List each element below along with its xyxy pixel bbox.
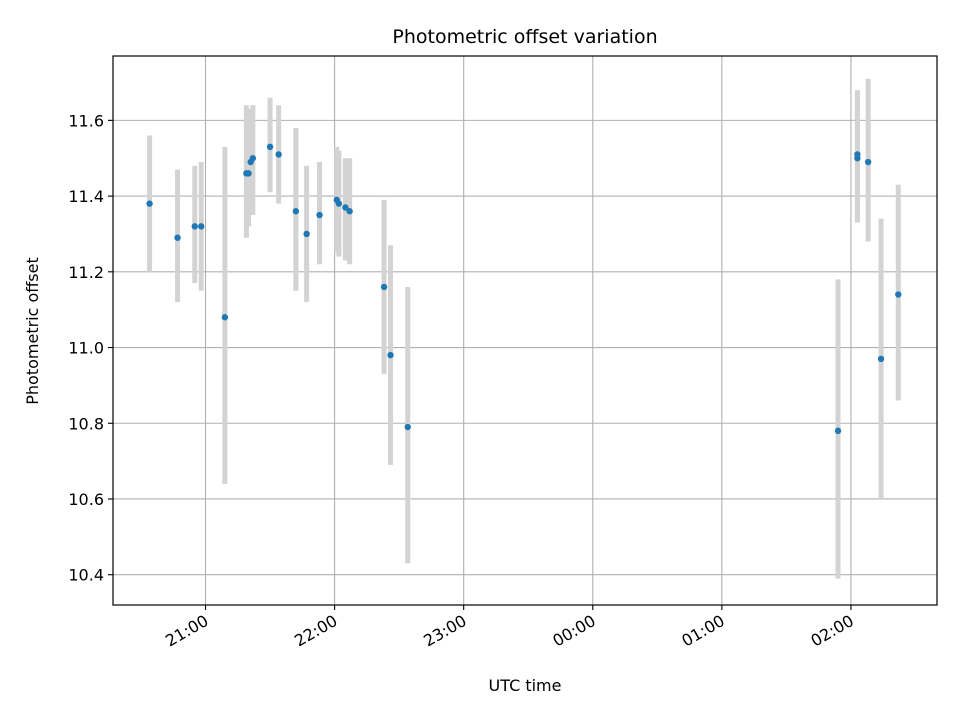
- data-point: [346, 208, 353, 215]
- data-point: [275, 151, 282, 158]
- x-axis-ticks: 21:00 22:00 23:00 00:00 01:00 02:00: [162, 605, 857, 651]
- x-axis-label: UTC time: [489, 676, 562, 695]
- data-point: [198, 223, 205, 230]
- data-point: [854, 151, 861, 158]
- data-point: [191, 223, 198, 230]
- y-tick-label: 11.0: [68, 339, 104, 358]
- data-point: [146, 200, 153, 207]
- chart-title: Photometric offset variation: [392, 26, 657, 48]
- data-point: [895, 291, 902, 298]
- plot-frame: [112, 55, 938, 606]
- y-axis-ticks: 10.4 10.6 10.8 11.0 11.2 11.4 11.6: [68, 111, 113, 585]
- y-tick-label: 10.6: [68, 490, 104, 509]
- y-axis-label: Photometric offset: [23, 257, 42, 405]
- y-tick-label: 11.6: [68, 111, 104, 130]
- data-point: [335, 200, 343, 207]
- y-tick-label: 10.4: [68, 566, 104, 585]
- data-point: [174, 234, 181, 241]
- data-point: [380, 283, 388, 291]
- data-point: [266, 143, 274, 151]
- data-point: [834, 427, 842, 435]
- data-point: [342, 204, 349, 211]
- data-point: [404, 423, 411, 431]
- data-point: [249, 155, 257, 162]
- data-point: [245, 170, 252, 177]
- data-point: [877, 355, 885, 363]
- data-point: [387, 351, 394, 359]
- data-point: [303, 230, 310, 238]
- data-point: [864, 158, 872, 166]
- data-point: [221, 314, 229, 321]
- y-tick-label: 11.2: [68, 263, 104, 282]
- y-tick-label: 11.4: [68, 187, 104, 206]
- data-point: [316, 211, 323, 219]
- grid-lines: [113, 56, 937, 605]
- data-point: [292, 208, 300, 215]
- plot-area-background: [113, 56, 937, 605]
- data-points: [146, 143, 902, 435]
- y-tick-label: 10.8: [68, 414, 104, 433]
